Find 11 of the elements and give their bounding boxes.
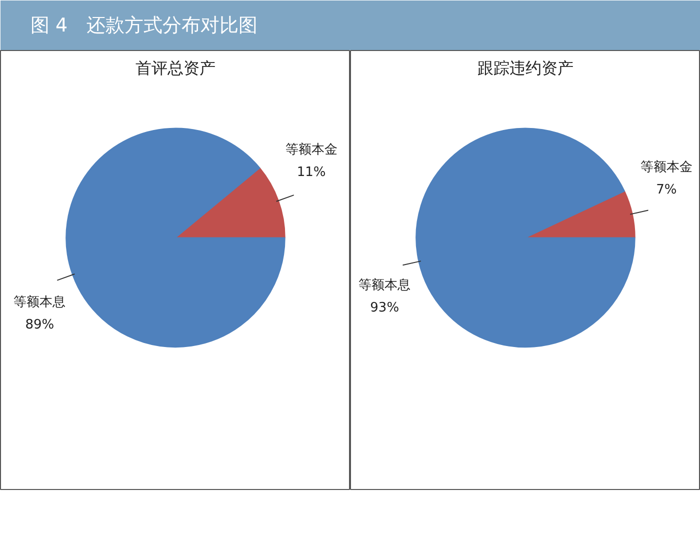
slice-label: 等额本息 [14,295,66,310]
slice-label: 等额本金 [285,142,338,158]
chart-title: 首评总资产 [136,58,216,78]
data-label: 7% [656,182,677,198]
data-label: 11% [296,165,326,180]
slice-label: 等额本金 [640,160,692,176]
data-label: 93% [370,300,400,316]
text: 图 4 还款方式分布对比图 [30,14,258,36]
data-label: 89% [25,318,54,333]
slice-label: 等额本息 [358,278,411,293]
chart-title: 跟踪违约资产 [478,58,574,78]
